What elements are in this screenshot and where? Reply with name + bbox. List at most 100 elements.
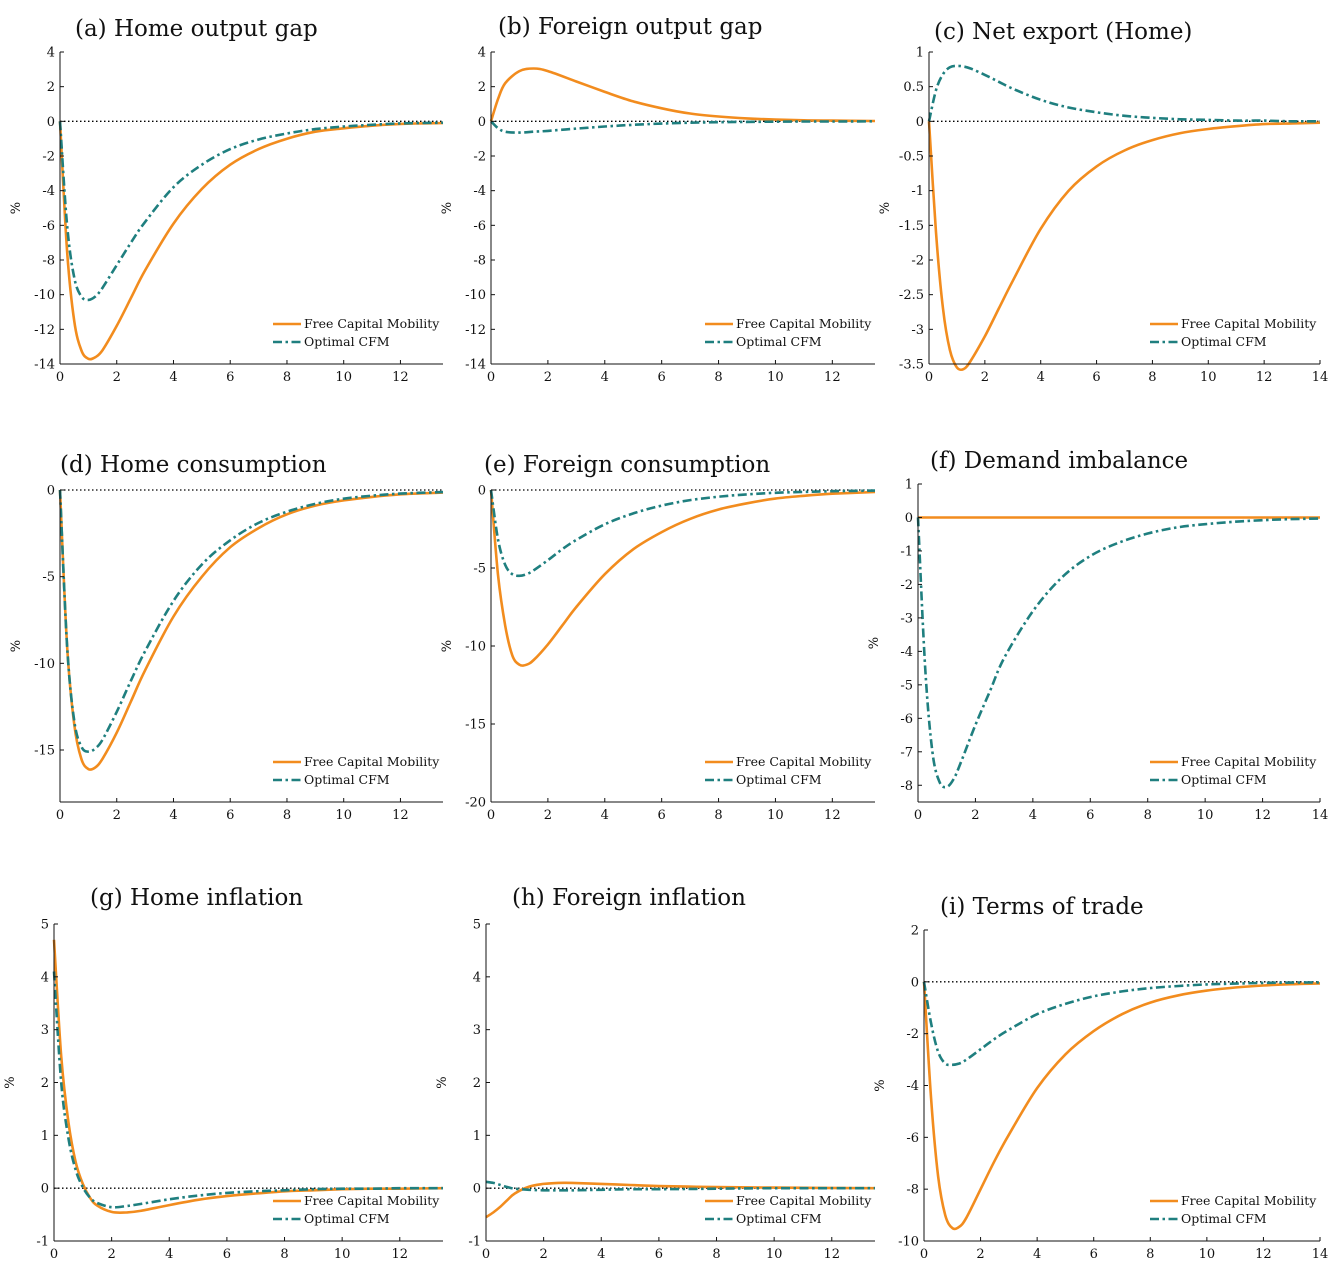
x-tick-label: 12	[392, 370, 409, 385]
x-tick-label: 10	[767, 808, 784, 823]
legend-label: Free Capital Mobility	[304, 316, 440, 331]
chart-panel-1: (a) Home output gap% 0 2 4 6 8 10 12 4 2 0 -2 -4 -6 -8…	[9, 16, 444, 385]
y-tick-label: -5	[473, 562, 486, 577]
x-tick-label: 8	[714, 370, 722, 385]
series-line-optimal-cfm	[58, 489, 444, 754]
series-line-free-capital-mobility	[485, 1181, 876, 1219]
legend-label: Optimal CFM	[304, 334, 390, 349]
x-tick-label: 6	[223, 1247, 231, 1262]
y-tick-label: -6	[906, 1131, 919, 1146]
y-tick-label: -8	[473, 254, 486, 269]
x-tick-label: 8	[1146, 1247, 1154, 1262]
panel-title: (a) Home output gap	[75, 16, 318, 42]
y-tick-label: 5	[41, 918, 49, 933]
x-tick-label: 4	[601, 808, 609, 823]
y-tick-label: -2.5	[899, 288, 924, 303]
series-line-free-capital-mobility	[489, 67, 876, 123]
y-tick-label: -4	[473, 184, 486, 199]
y-axis-label: %	[440, 202, 455, 214]
y-tick-label: -2	[906, 1027, 919, 1042]
y-tick-label: -4	[42, 184, 55, 199]
legend: Free Capital Mobility Optimal CFM	[705, 754, 872, 787]
y-axis-label: %	[878, 202, 893, 214]
legend-label: Optimal CFM	[304, 1211, 390, 1226]
x-tick-label: 2	[113, 808, 121, 823]
y-tick-label: -2	[42, 150, 55, 165]
y-tick-label: 0	[911, 975, 919, 990]
x-tick-label: 10	[767, 370, 784, 385]
x-tick-label: 0	[487, 808, 495, 823]
y-tick-label: 1	[473, 1129, 481, 1144]
y-tick-label: 3	[473, 1023, 481, 1038]
x-tick-label: 12	[824, 808, 841, 823]
legend-label: Optimal CFM	[304, 772, 390, 787]
series-line-free-capital-mobility	[58, 121, 444, 361]
x-tick-label: 10	[334, 1247, 351, 1262]
legend: Free Capital Mobility Optimal CFM	[705, 316, 872, 349]
y-tick-label: 4	[47, 46, 55, 61]
y-tick-label: -1	[36, 1235, 49, 1250]
y-tick-label: -14	[34, 358, 55, 373]
x-tick-label: 10	[335, 808, 352, 823]
y-tick-label: -7	[900, 745, 913, 760]
x-tick-label: 8	[712, 1247, 720, 1262]
series-line-optimal-cfm	[490, 120, 876, 134]
y-tick-label: 0	[41, 1182, 49, 1197]
y-tick-label: -10	[465, 640, 486, 655]
x-tick-label: 6	[1092, 370, 1100, 385]
x-tick-label: 6	[226, 808, 234, 823]
y-tick-label: 1	[905, 478, 913, 493]
legend: Free Capital Mobility Optimal CFM	[1150, 1193, 1317, 1226]
y-axis-label: %	[9, 640, 24, 652]
y-tick-label: 0	[47, 484, 55, 499]
x-tick-label: 4	[601, 370, 609, 385]
x-tick-label: 12	[392, 808, 409, 823]
chart-panel-2: (b) Foreign output gap% 0 2 4 6 8 10 12 4 2 0 -2 -4 -…	[440, 14, 876, 385]
legend-label: Free Capital Mobility	[304, 1193, 440, 1208]
legend-label: Free Capital Mobility	[1181, 754, 1317, 769]
series-line-optimal-cfm	[52, 971, 444, 1209]
x-tick-label: 10	[1199, 1247, 1216, 1262]
y-tick-label: -12	[465, 323, 486, 338]
x-tick-label: 8	[280, 1247, 288, 1262]
y-tick-label: -8	[906, 1183, 919, 1198]
x-tick-label: 12	[1254, 808, 1271, 823]
y-tick-label: -3	[911, 323, 924, 338]
y-axis-label: %	[435, 1076, 450, 1088]
legend: Free Capital Mobility Optimal CFM	[705, 1193, 872, 1226]
y-tick-label: 0	[478, 115, 486, 130]
y-tick-label: -2	[911, 254, 924, 269]
chart-panel-4: (d) Home consumption% 0 2 4 6 8 10 12 0 -5 -10 -15 F…	[9, 452, 444, 823]
y-tick-label: -10	[465, 288, 486, 303]
x-tick-label: 0	[50, 1247, 58, 1262]
x-tick-label: 0	[925, 370, 933, 385]
x-tick-label: 4	[597, 1247, 605, 1262]
y-tick-label: -1	[468, 1235, 481, 1250]
panel-title: (b) Foreign output gap	[498, 14, 763, 40]
x-tick-label: 10	[1197, 808, 1214, 823]
legend-label: Optimal CFM	[736, 772, 822, 787]
x-tick-label: 10	[1200, 370, 1217, 385]
x-tick-label: 2	[113, 370, 121, 385]
legend-label: Free Capital Mobility	[1181, 316, 1317, 331]
y-axis-label: %	[9, 202, 24, 214]
chart-panel-6: (f) Demand imbalance%0 2 4 6 8 10 12 1410-1-2-3…	[867, 448, 1328, 823]
y-tick-label: 0	[916, 115, 924, 130]
y-tick-label: -15	[465, 718, 486, 733]
legend-label: Optimal CFM	[1181, 772, 1267, 787]
x-tick-label: 0	[920, 1247, 928, 1262]
y-tick-label: -6	[900, 712, 913, 727]
legend-label: Free Capital Mobility	[736, 316, 872, 331]
y-tick-label: -20	[465, 796, 486, 811]
series-line-free-capital-mobility	[489, 489, 876, 667]
x-tick-label: 14	[1312, 370, 1329, 385]
legend-label: Free Capital Mobility	[304, 754, 440, 769]
panel-title: (h) Foreign inflation	[512, 885, 746, 911]
x-tick-label: 4	[169, 808, 177, 823]
x-tick-label: 12	[1256, 370, 1273, 385]
x-tick-label: 12	[824, 370, 841, 385]
panel-title: (g) Home inflation	[90, 885, 303, 911]
y-tick-label: -6	[473, 219, 486, 234]
y-tick-label: 0	[473, 1182, 481, 1197]
y-tick-label: 2	[473, 1076, 481, 1091]
